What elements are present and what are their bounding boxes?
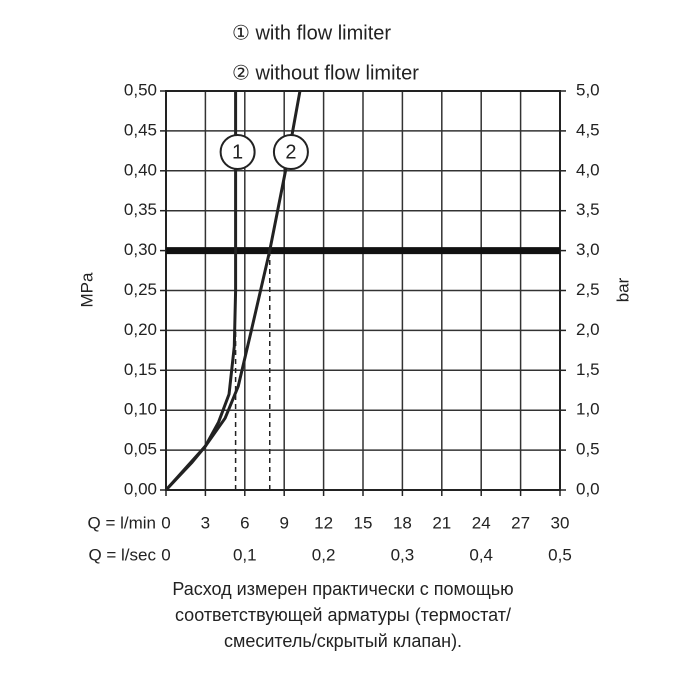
y2-tick-label: 4,0 [576,160,600,179]
y2-tick-label: 3,0 [576,240,600,259]
y-tick-label: 0,10 [124,400,157,419]
y-tick-label: 0,25 [124,280,157,299]
x-tick-label: 12 [314,513,333,532]
legend-entry: ① with flow limiter [232,22,391,44]
curve-label: 2 [285,141,296,163]
y2-tick-label: 1,5 [576,360,600,379]
y2-tick-label: 1,0 [576,400,600,419]
x2-tick-label: 0,5 [548,545,572,564]
caption: смеситель/скрытый клапан). [224,631,462,651]
y2-tick-label: 5,0 [576,80,600,99]
x-tick-label: 6 [240,513,249,532]
caption: Расход измерен практически с помощью [172,579,513,599]
x2-tick-label: 0,2 [312,545,336,564]
x-tick-label: 27 [511,513,530,532]
y-tick-label: 0,00 [124,479,157,498]
x-tick-label: 3 [201,513,210,532]
y2-tick-label: 4,5 [576,120,600,139]
y-axis-label: MPa [77,272,96,308]
y2-axis-label: bar [613,277,632,302]
x2-tick-label: 0 [161,545,170,564]
y-tick-label: 0,35 [124,200,157,219]
x-axis-label: Q = l/min [88,513,157,532]
x2-tick-label: 0,3 [391,545,415,564]
curve-label-circle [272,134,309,170]
y-tick-label: 0,15 [124,360,157,379]
x-tick-label: 30 [551,513,570,532]
series-line [164,90,302,492]
x-tick-label: 21 [432,513,451,532]
y-tick-label: 0,30 [124,240,157,259]
x-tick-label: 15 [354,513,373,532]
y-tick-label: 0,40 [124,160,157,179]
y2-tick-label: 2,5 [576,280,600,299]
x-tick-label: 9 [279,513,288,532]
x2-axis-label: Q = l/sec [88,545,156,564]
x2-tick-label: 0,1 [233,545,257,564]
legend-entry: ② without flow limiter [232,62,419,84]
y-tick-label: 0,20 [124,320,157,339]
y2-tick-label: 2,0 [576,320,600,339]
y-tick-label: 0,50 [124,80,157,99]
curve-label: 1 [232,141,243,163]
x-tick-label: 18 [393,513,412,532]
y-tick-label: 0,05 [124,440,157,459]
y-tick-label: 0,45 [124,120,157,139]
y2-tick-label: 3,5 [576,200,600,219]
x-tick-label: 0 [161,513,170,532]
plot-frame [165,90,561,491]
y2-tick-label: 0,0 [576,479,600,498]
caption: соответствующей арматуры (термостат/ [175,605,511,625]
x2-tick-label: 0,4 [469,545,493,564]
curve-label-circle [219,134,256,170]
x-tick-label: 24 [472,513,491,532]
y2-tick-label: 0,5 [576,440,600,459]
